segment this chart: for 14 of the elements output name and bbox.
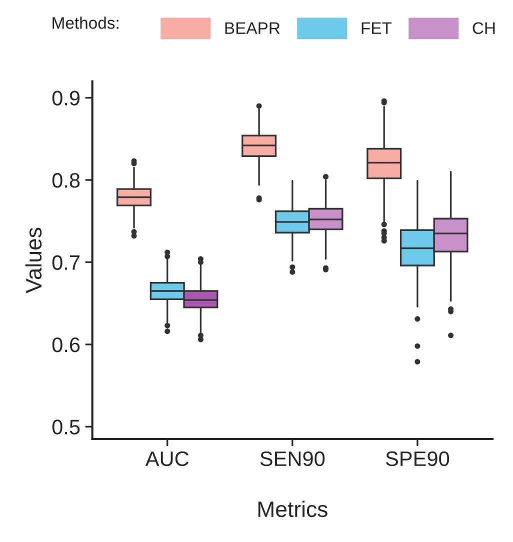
y-tick-label: 0.7 xyxy=(52,255,80,270)
x-tick-label: SPE90 xyxy=(386,451,450,466)
y-tick-label: 0.5 xyxy=(52,420,80,434)
y-tick-label: 0.9 xyxy=(52,90,80,106)
y-axis-title: Values xyxy=(25,228,42,294)
x-tick-label: SEN90 xyxy=(260,451,325,466)
y-tick-label: 0.6 xyxy=(52,337,80,352)
x-tick-label: AUC xyxy=(145,451,189,466)
legend-label: CH xyxy=(472,22,495,34)
y-tick-label: 0.8 xyxy=(52,172,80,188)
x-axis-title: Metrics xyxy=(258,500,328,518)
legend-title: Methods: xyxy=(52,16,118,29)
legend-label: BEAPR xyxy=(225,22,280,34)
legend-label: FET xyxy=(362,22,392,34)
